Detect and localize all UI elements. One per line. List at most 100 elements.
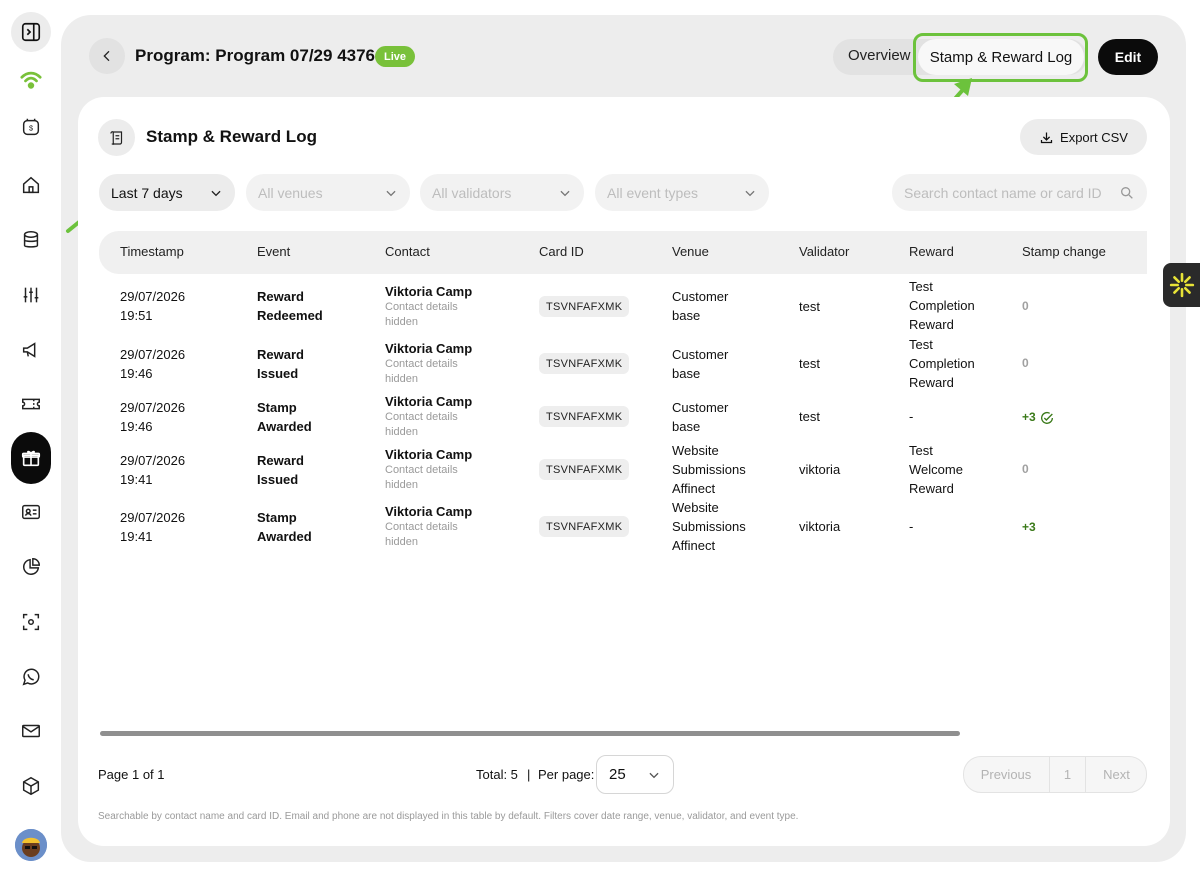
validator-cell: test: [799, 409, 820, 424]
reward-line: Completion: [909, 298, 975, 313]
stamp-change: 0: [1022, 299, 1029, 313]
validator-cell: viktoria: [799, 462, 841, 477]
contact-name: Viktoria Camp: [385, 341, 473, 356]
sidebar: $: [0, 0, 62, 877]
status-badge: Live: [375, 46, 416, 67]
validator-select[interactable]: All validators: [420, 174, 584, 211]
timestamp-date: 29/07/2026: [120, 453, 186, 468]
venue-line: Submissions: [672, 462, 746, 477]
contact-name: Viktoria Camp: [385, 504, 473, 519]
card-id-chip: TSVNFAFXMK: [539, 516, 630, 537]
reward-line: Test: [909, 279, 933, 294]
whatsapp-icon[interactable]: [11, 657, 51, 697]
venue-line: Affinect: [672, 481, 716, 496]
event-line: Stamp: [257, 400, 297, 415]
cube-icon[interactable]: [11, 766, 51, 806]
timestamp-time: 19:41: [120, 472, 153, 487]
search-input[interactable]: Search contact name or card ID: [892, 174, 1147, 211]
megaphone-icon[interactable]: [11, 330, 51, 370]
search-placeholder: Search contact name or card ID: [904, 184, 1102, 201]
venue-select[interactable]: All venues: [246, 174, 410, 211]
database-icon[interactable]: [11, 220, 51, 260]
search-icon: [1121, 186, 1133, 199]
help-widget-button[interactable]: [1163, 263, 1200, 307]
chevron-down-icon: [745, 190, 755, 196]
id-card-icon[interactable]: [11, 492, 51, 532]
contact-name: Viktoria Camp: [385, 394, 473, 409]
timestamp-date: 29/07/2026: [120, 510, 186, 525]
horizontal-scrollbar[interactable]: [100, 731, 960, 736]
timestamp-date: 29/07/2026: [120, 400, 186, 415]
table-header: [99, 231, 1147, 274]
tab-overview[interactable]: Overview: [848, 47, 911, 64]
download-icon: [1040, 132, 1053, 143]
reward-line: -: [909, 409, 914, 424]
contact-hidden-note: Contact details: [385, 521, 458, 533]
chevron-down-icon: [560, 190, 570, 196]
card-id-chip: TSVNFAFXMK: [539, 459, 630, 480]
previous-page-button[interactable]: Previous: [963, 756, 1050, 793]
event-line: Issued: [257, 366, 299, 381]
tab-stamp-reward-log[interactable]: Stamp & Reward Log: [918, 39, 1084, 75]
contact-hidden-note: Contact details: [385, 301, 458, 313]
pie-chart-icon[interactable]: [11, 547, 51, 587]
date-range-value: Last 7 days: [111, 184, 183, 201]
export-csv-button[interactable]: Export CSV: [1020, 119, 1147, 155]
stamp-change: +3: [1022, 520, 1036, 534]
contact-hidden-note: Contact details: [385, 411, 458, 423]
timestamp-time: 19:41: [120, 529, 153, 544]
section-title: Stamp & Reward Log: [146, 127, 317, 146]
event-type-select[interactable]: All event types: [595, 174, 769, 211]
venue-value: All venues: [258, 184, 323, 201]
per-page-value: 25: [609, 766, 626, 783]
stamp-change-value: +3: [1022, 410, 1036, 424]
card-id-chip: TSVNFAFXMK: [539, 296, 630, 317]
reward-line: Reward: [909, 317, 954, 332]
per-page-select[interactable]: 25: [596, 755, 674, 794]
sidebar-toggle-icon[interactable]: [11, 12, 51, 52]
venue-line: Submissions: [672, 519, 746, 534]
back-button[interactable]: [89, 38, 125, 74]
event-type-value: All event types: [607, 184, 699, 201]
reward-line: Test: [909, 443, 933, 458]
check-circle-icon: [1040, 411, 1053, 424]
edit-button[interactable]: Edit: [1098, 39, 1158, 75]
stamp-change: +3: [1022, 408, 1055, 427]
contact-name: Viktoria Camp: [385, 447, 473, 462]
wifi-logo-icon[interactable]: [11, 60, 51, 100]
page-number-button[interactable]: 1: [1050, 756, 1086, 793]
contact-name: Viktoria Camp: [385, 284, 473, 299]
sliders-icon[interactable]: [11, 275, 51, 315]
reward-line: Reward: [909, 481, 954, 496]
venue-line: Website: [672, 443, 719, 458]
reward-line: Welcome: [909, 462, 963, 477]
per-page-label: Per page:: [538, 767, 595, 782]
venue-line: base: [672, 366, 701, 381]
timestamp-time: 19:51: [120, 308, 153, 323]
chevron-down-icon: [386, 190, 396, 196]
gift-icon[interactable]: [11, 432, 51, 484]
contact-hidden-note: hidden: [385, 536, 419, 548]
tab-highlight-box: [913, 33, 1088, 82]
column-header: Timestamp: [120, 244, 184, 259]
stamp-change: 0: [1022, 462, 1029, 476]
date-range-select[interactable]: Last 7 days: [99, 174, 235, 211]
chevron-down-icon: [211, 190, 221, 196]
column-header: Card ID: [539, 244, 584, 259]
reward-line: -: [909, 519, 914, 534]
event-line: Awarded: [257, 529, 312, 544]
venue-line: Customer: [672, 289, 729, 304]
billing-icon[interactable]: $: [11, 107, 51, 147]
card-id-chip: TSVNFAFXMK: [539, 353, 630, 374]
contact-hidden-note: Contact details: [385, 358, 458, 370]
next-page-button[interactable]: Next: [1103, 767, 1130, 782]
venue-line: base: [672, 419, 701, 434]
ticket-icon[interactable]: [11, 384, 51, 424]
timestamp-time: 19:46: [120, 419, 153, 434]
venue-line: Affinect: [672, 538, 716, 553]
avatar[interactable]: [15, 829, 47, 861]
home-icon[interactable]: [11, 165, 51, 205]
event-line: Reward: [257, 347, 304, 362]
mail-icon[interactable]: [11, 711, 51, 751]
scan-icon[interactable]: [11, 602, 51, 642]
